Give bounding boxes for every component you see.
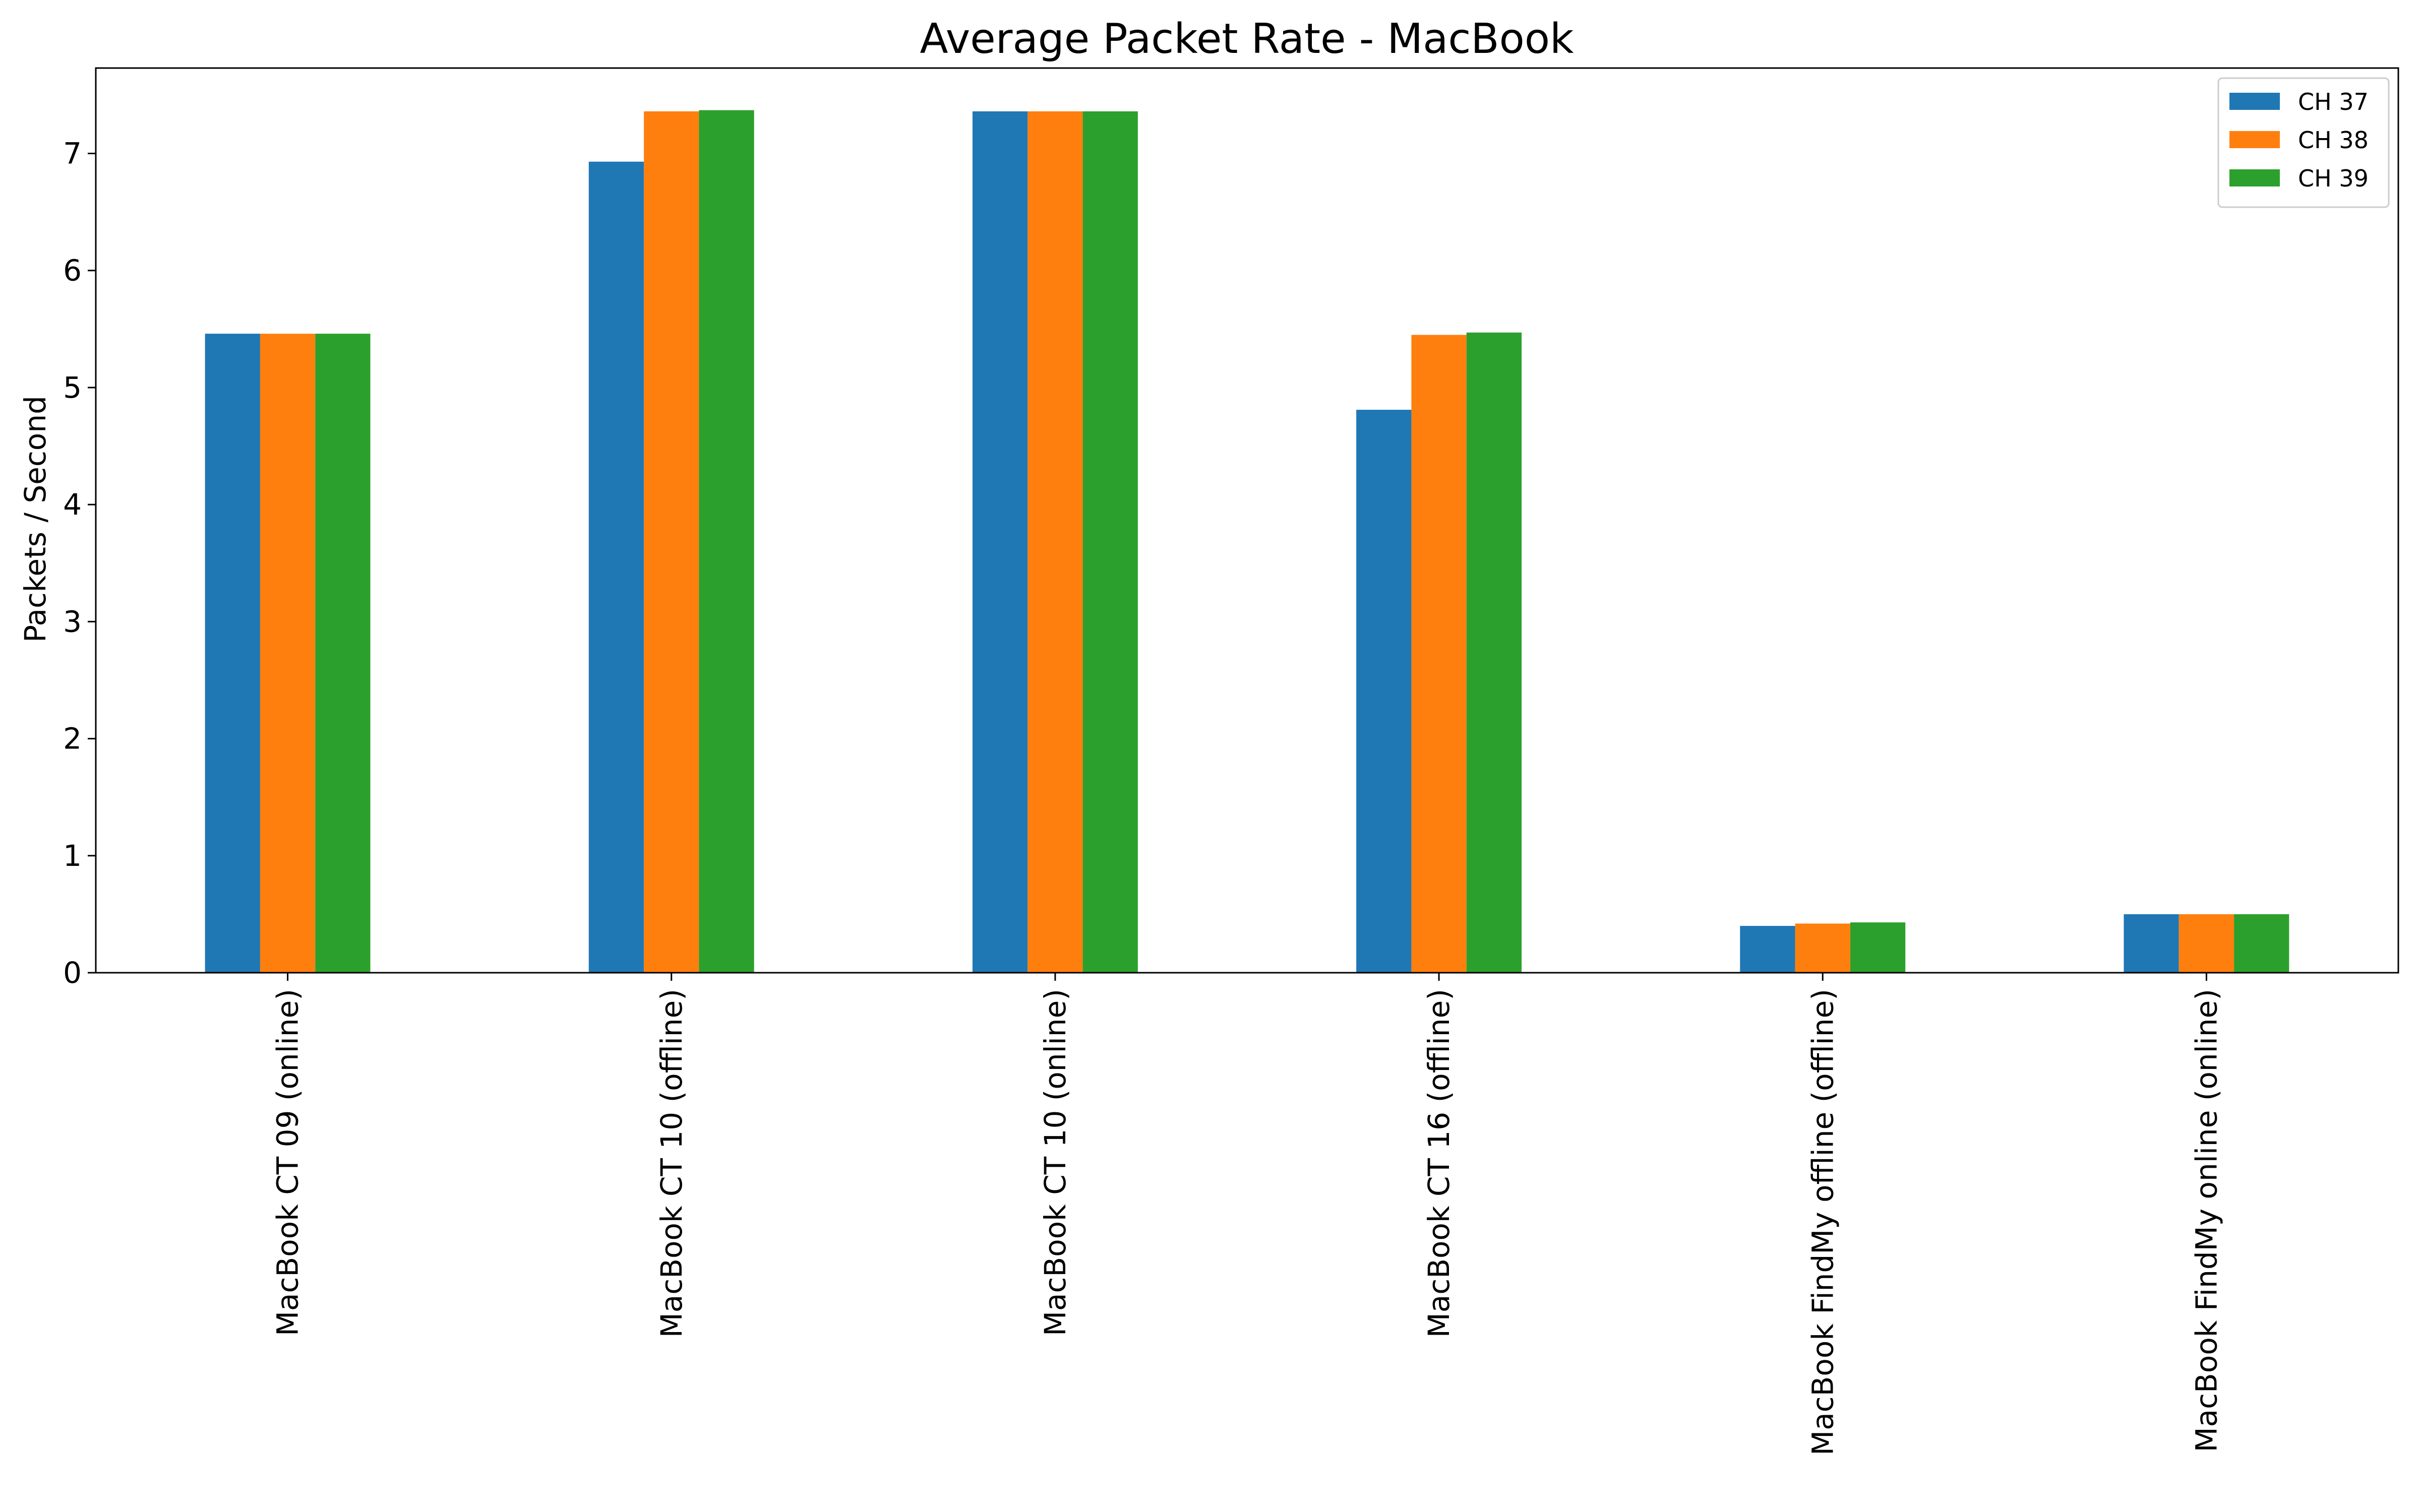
x-tick-label: MacBook CT 16 (offline) (1422, 989, 1456, 1338)
bar (2234, 914, 2289, 973)
bar (2124, 914, 2179, 973)
y-axis: 0 1 2 3 4 5 6 7 (63, 137, 96, 990)
bar (588, 161, 644, 973)
bar (1356, 410, 1412, 973)
legend-label: CH 37 (2298, 88, 2369, 115)
bar (644, 111, 699, 973)
x-axis: MacBook CT 09 (online) MacBook CT 10 (off… (271, 973, 2223, 1456)
bar (260, 334, 316, 973)
x-tick-label: MacBook CT 10 (online) (1038, 989, 1072, 1336)
bar (699, 110, 754, 973)
bar (1466, 332, 1522, 973)
legend-swatch (2229, 93, 2280, 110)
bar (1740, 926, 1795, 973)
bar (1411, 335, 1467, 973)
plot-frame (95, 67, 2399, 974)
y-tick-label: 6 (63, 254, 82, 288)
bar (315, 334, 371, 973)
bar (972, 111, 1028, 973)
bar (2179, 914, 2234, 973)
y-tick-label: 1 (63, 839, 82, 873)
bars-layer (205, 110, 2289, 973)
x-tick-label: MacBook CT 09 (online) (271, 989, 305, 1336)
x-tick-label: MacBook CT 10 (offline) (654, 989, 689, 1338)
x-tick-label: MacBook FindMy offline (offline) (1805, 989, 1840, 1456)
y-axis-label: Packets / Second (18, 396, 52, 643)
bar (1850, 922, 1906, 973)
bar (1082, 111, 1138, 973)
legend-swatch (2229, 169, 2280, 186)
y-tick-label: 3 (63, 604, 82, 639)
y-tick-label: 4 (63, 487, 82, 522)
bar (1795, 923, 1850, 973)
x-tick-label: MacBook FindMy online (online) (2189, 989, 2223, 1452)
bar (1027, 111, 1083, 973)
legend-swatch (2229, 131, 2280, 148)
y-tick-label: 2 (63, 722, 82, 756)
y-tick-label: 5 (63, 370, 82, 405)
bar (205, 334, 260, 973)
chart-title: Average Packet Rate - MacBook (920, 15, 1574, 63)
legend: CH 37 CH 38 CH 39 (2217, 77, 2390, 208)
legend-label: CH 39 (2298, 165, 2369, 192)
legend-label: CH 38 (2298, 127, 2369, 154)
y-tick-label: 0 (63, 956, 82, 990)
y-tick-label: 7 (63, 137, 82, 171)
